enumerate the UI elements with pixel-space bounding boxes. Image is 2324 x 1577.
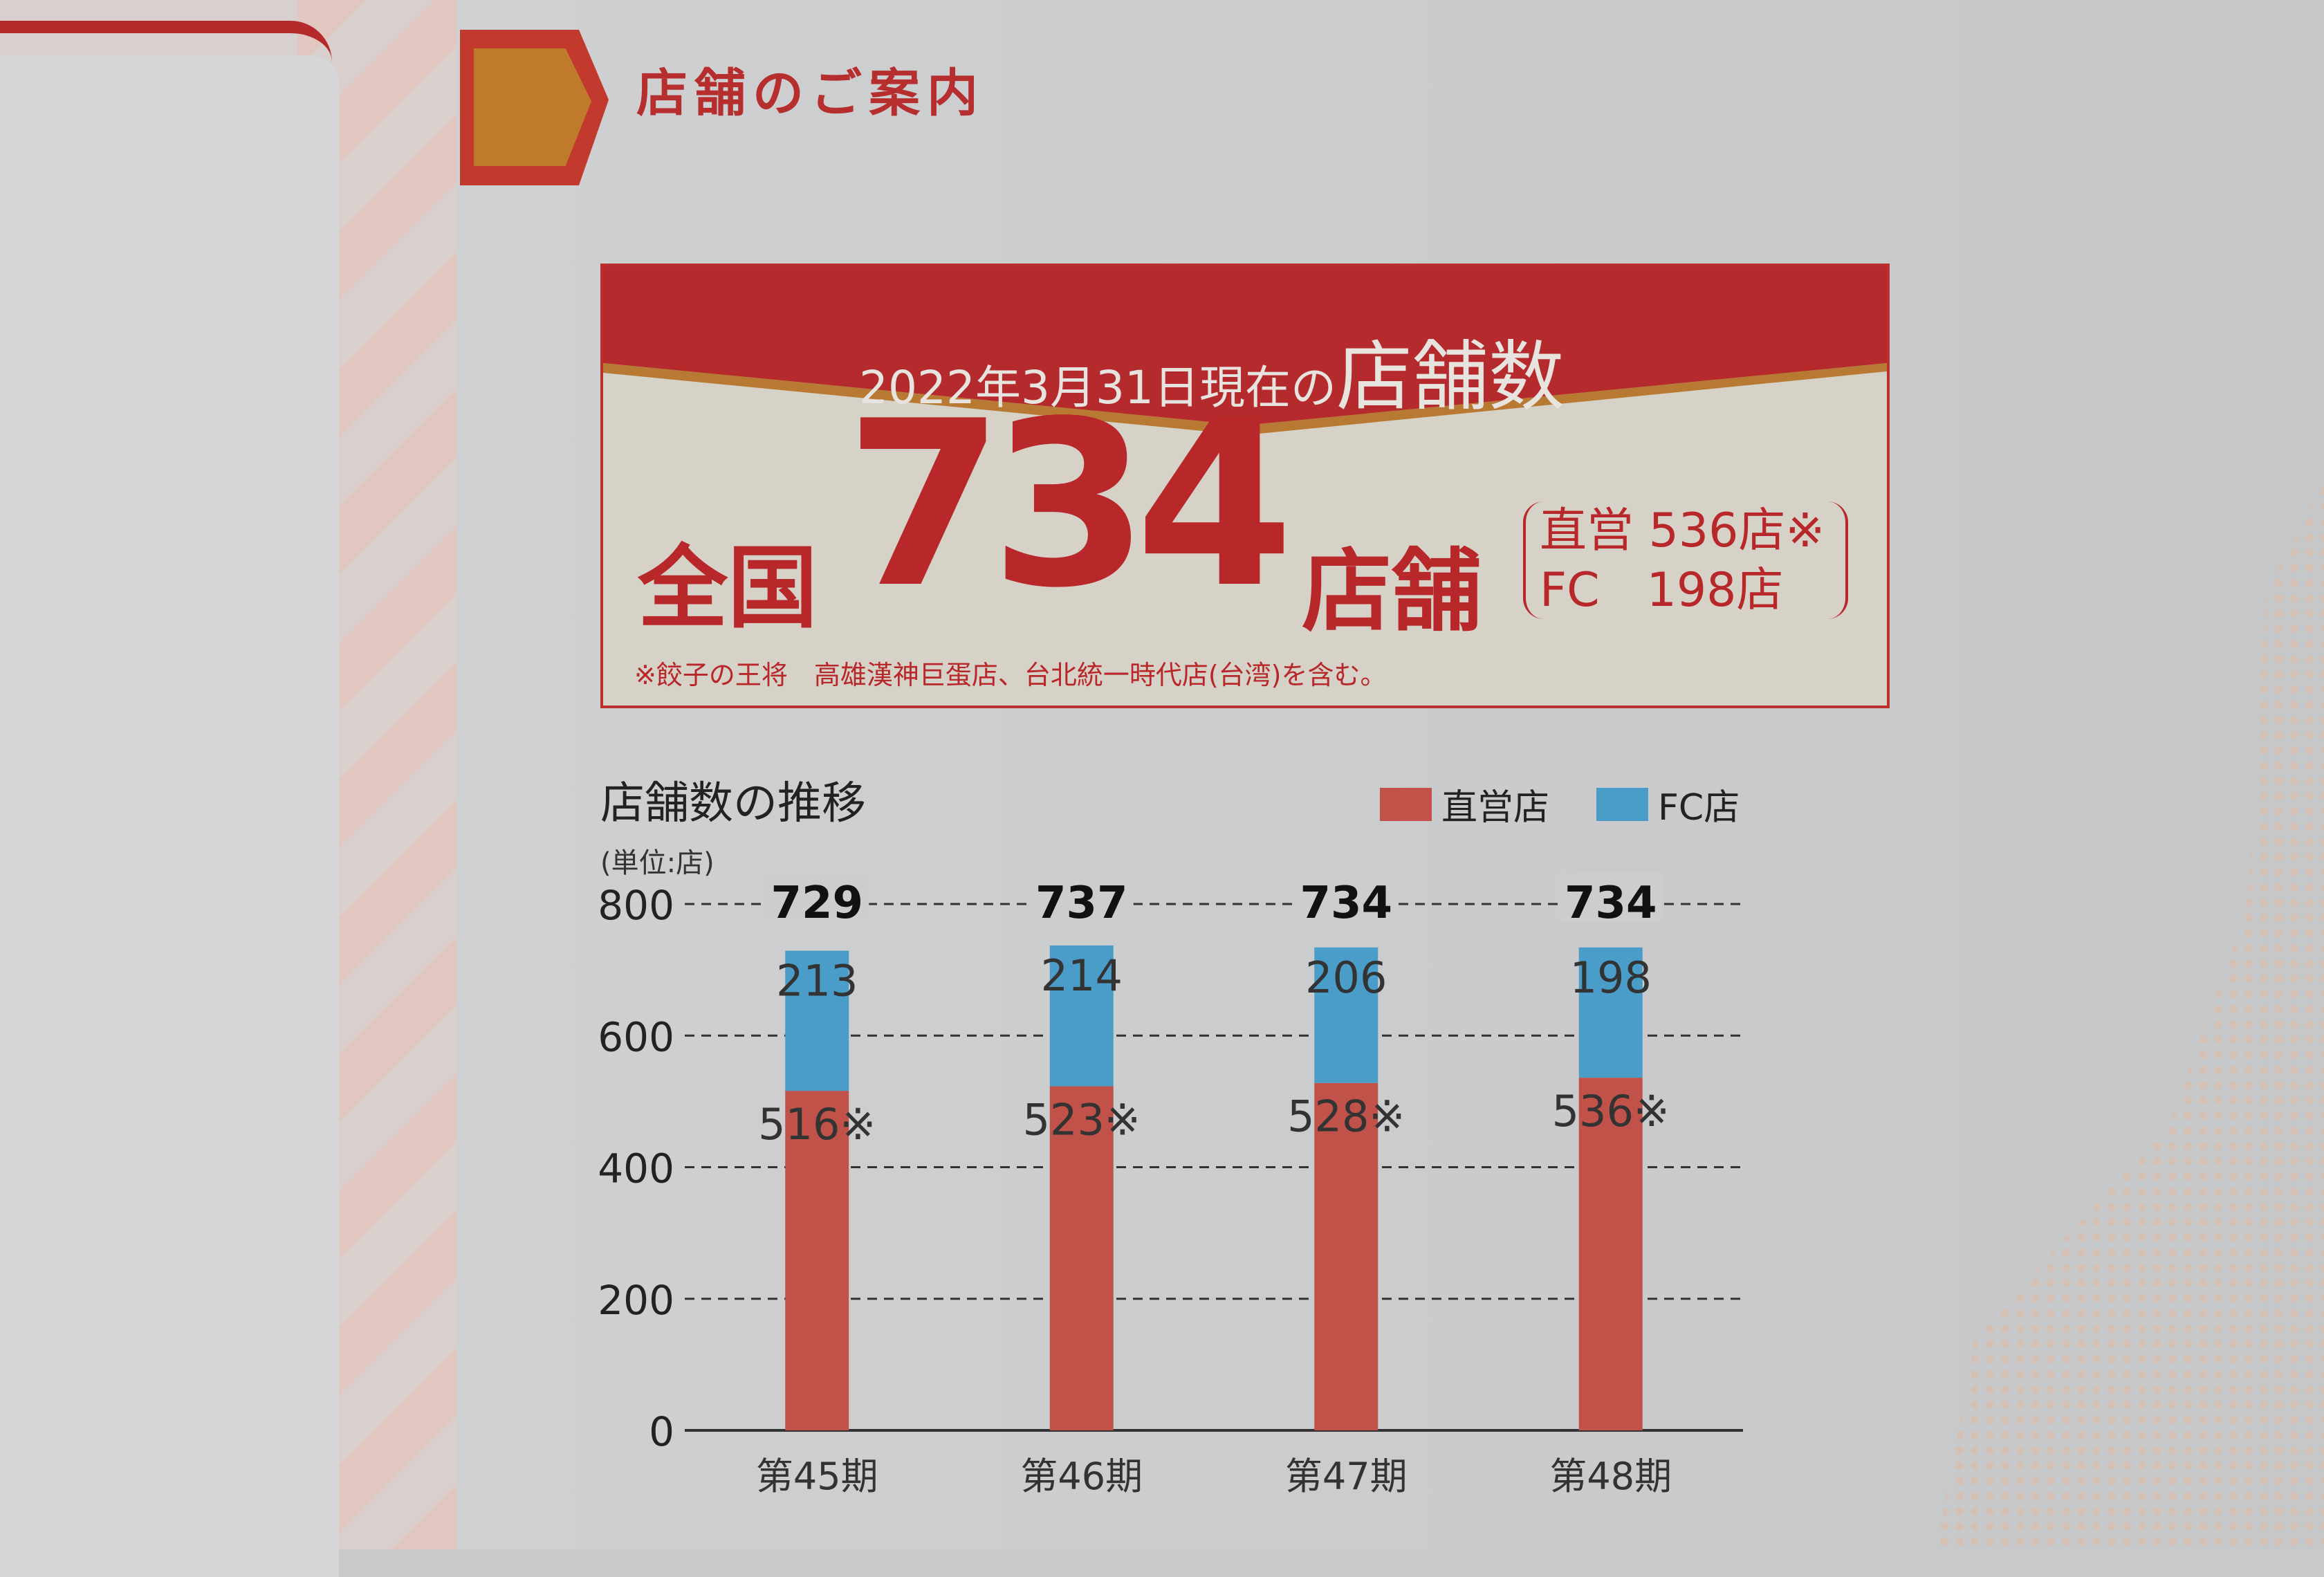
decorative-red-line	[0, 21, 332, 69]
right-page	[456, 0, 2324, 1549]
bar-direct	[785, 1091, 849, 1430]
footnote: ※餃子の王将 高雄漢神巨蛋店、台北統一時代店(台湾)を含む。	[634, 660, 1387, 690]
total-value-label: 737	[1035, 878, 1128, 929]
chart-title: 店舗数の推移	[600, 778, 866, 829]
fc-value-label: 198	[1570, 952, 1652, 1003]
y-tick-label: 800	[598, 882, 674, 929]
left-page-panel	[0, 55, 339, 1577]
total-value-label: 729	[771, 878, 863, 929]
x-tick-label: 第45期	[756, 1455, 878, 1498]
total-label-bg	[1558, 873, 1663, 921]
direct-value-label: 523※	[1023, 1094, 1141, 1145]
bar-fc	[1049, 945, 1114, 1087]
section-title: 店舗のご案内	[636, 64, 985, 123]
breakdown: 直営 536店※ FC 198店	[1523, 501, 1848, 619]
y-tick-label: 400	[598, 1145, 674, 1192]
summary-heading: 2022年3月31日現在の店舗数	[859, 315, 1565, 425]
x-tick-label: 第47期	[1285, 1455, 1408, 1498]
legend-swatch-direct	[1380, 787, 1432, 821]
direct-value-label: 528※	[1287, 1091, 1405, 1142]
bar-direct	[1049, 1086, 1114, 1430]
total-count: 734	[845, 372, 1294, 638]
x-tick-label: 第48期	[1549, 1455, 1672, 1498]
fc-value-label: 213	[776, 956, 858, 1006]
bar-fc	[1578, 947, 1643, 1078]
unit-label: (単位:店)	[600, 847, 714, 879]
legend-label-fc: FC店	[1658, 787, 1740, 829]
legend-label-direct: 直営店	[1441, 787, 1550, 829]
fc-value-label: 214	[1041, 950, 1123, 1001]
suffix-text: 店舗	[1302, 539, 1482, 644]
total-label-bg	[1029, 873, 1134, 921]
y-tick-label: 0	[649, 1408, 674, 1455]
heading-text: 店舗数	[1336, 333, 1565, 421]
total-value-label: 734	[1300, 878, 1392, 929]
section-marker-inner	[474, 48, 591, 166]
total-label-bg	[765, 873, 869, 921]
left-page	[0, 0, 456, 1577]
total-label-bg	[1294, 873, 1399, 921]
direct-value-label: 536※	[1552, 1086, 1670, 1136]
y-tick-label: 600	[598, 1013, 674, 1060]
bar-fc	[785, 950, 849, 1091]
date-text: 2022年3月31日現在の	[859, 361, 1336, 414]
direct-value-label: 516※	[758, 1099, 876, 1150]
chart-legend: 直営店 FC店	[1380, 778, 1740, 830]
x-tick-label: 第46期	[1020, 1455, 1143, 1498]
legend-swatch-fc	[1596, 787, 1649, 821]
direct-count: 直営 536店※	[1540, 504, 1825, 558]
bar-fc	[1314, 947, 1378, 1083]
y-tick-label: 200	[598, 1277, 674, 1324]
bar-direct	[1578, 1078, 1643, 1430]
prefix-text: 全国	[638, 535, 818, 640]
fc-value-label: 206	[1305, 952, 1387, 1003]
fc-count: FC 198店	[1540, 563, 1784, 618]
store-count-summary: 2022年3月31日現在の店舗数 全国 734 店舗 直営 536店※ FC 1…	[600, 264, 1890, 708]
total-value-label: 734	[1565, 878, 1657, 929]
bar-direct	[1314, 1082, 1378, 1430]
